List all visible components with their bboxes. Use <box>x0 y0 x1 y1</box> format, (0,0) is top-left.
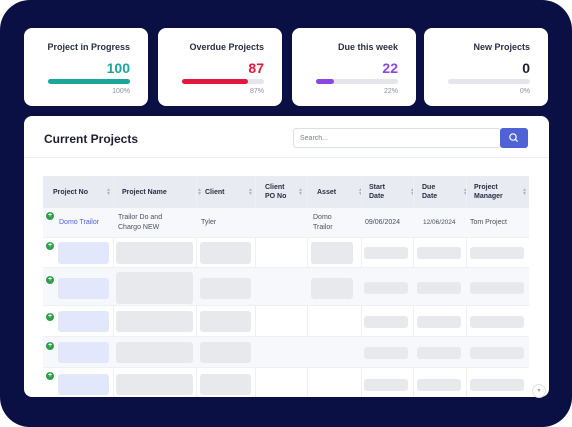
progress-fill <box>316 79 335 84</box>
plus-circle-icon[interactable]: + <box>46 372 54 380</box>
table-row[interactable]: + <box>43 368 529 397</box>
stat-card-in-progress[interactable]: Project in Progress 100 100% <box>24 28 148 106</box>
plus-circle-icon[interactable]: + <box>46 313 54 321</box>
header-project-name[interactable]: Project Name ▲ ▼ <box>122 187 202 197</box>
sort-arrows-icon: ▲▼ <box>298 187 303 197</box>
sort-arrows-icon: ▲▼ <box>248 187 253 197</box>
placeholder-cell <box>364 282 408 294</box>
header-start-date[interactable]: Start Date▲▼ <box>369 176 417 208</box>
header-project-no[interactable]: Project No ▲ ▼ <box>53 187 111 197</box>
placeholder-cell <box>116 272 193 304</box>
table-row[interactable]: + <box>43 306 529 337</box>
placeholder-cell <box>58 374 109 395</box>
stat-value: 87 <box>248 60 264 76</box>
plus-circle-icon[interactable]: + <box>46 212 54 220</box>
stat-card-overdue[interactable]: Overdue Projects 87 87% <box>158 28 282 106</box>
progress-track <box>182 79 264 84</box>
start-date-cell: 09/06/2024 <box>365 219 401 226</box>
placeholder-cell <box>200 242 251 264</box>
placeholder-cell <box>470 282 524 294</box>
header-client[interactable]: Client ▲ ▼ <box>205 187 253 197</box>
progress-track <box>316 79 398 84</box>
project-no-link[interactable]: Domo Trailor <box>59 219 100 226</box>
table-row[interactable]: + <box>43 337 529 368</box>
stat-title: New Projects <box>473 42 530 52</box>
sort-arrows-icon: ▲▼ <box>463 188 468 197</box>
placeholder-cell <box>200 278 251 299</box>
stat-value: 100 <box>106 60 130 76</box>
placeholder-cell <box>116 374 193 395</box>
placeholder-cell <box>417 379 461 391</box>
chevron-down-icon[interactable]: ▾ <box>532 384 546 398</box>
stat-percent: 87% <box>249 88 264 95</box>
placeholder-cell <box>200 374 251 395</box>
stat-title: Due this week <box>337 42 398 52</box>
project-name-cell: Trailor Do and Chargo NEW <box>118 214 163 231</box>
placeholder-cell <box>116 311 193 332</box>
stat-percent: 22% <box>383 88 398 95</box>
stat-percent: 0% <box>519 88 530 95</box>
placeholder-cell <box>364 247 408 259</box>
client-cell: Tyler <box>201 219 217 226</box>
header-project-manager[interactable]: Project Manager ▲ ▼ <box>474 184 527 200</box>
plus-circle-icon[interactable]: + <box>46 342 54 350</box>
placeholder-cell <box>200 342 251 363</box>
due-date-cell: 12/06/2024 <box>423 219 456 226</box>
table-row[interactable]: + <box>43 238 529 268</box>
progress-track <box>48 79 130 84</box>
plus-circle-icon[interactable]: + <box>46 242 54 250</box>
sort-arrows-icon: ▲▼ <box>410 188 415 197</box>
sort-arrows-icon: ▲▼ <box>106 187 111 197</box>
placeholder-cell <box>58 342 109 363</box>
placeholder-cell <box>58 311 109 332</box>
sort-arrows-icon: ▲▼ <box>522 187 527 197</box>
sort-arrows-icon: ▲▼ <box>358 188 363 197</box>
stat-title: Project in Progress <box>47 42 130 52</box>
progress-fill <box>182 79 249 84</box>
header-client-po[interactable]: Client PO No ▲ ▼ <box>265 184 303 200</box>
stat-percent: 100% <box>112 88 130 95</box>
current-projects-panel: Current Projects Project No▲▼ Project Na… <box>24 116 549 397</box>
search-input[interactable] <box>293 128 501 148</box>
progress-fill <box>48 79 130 84</box>
placeholder-cell <box>200 311 251 332</box>
asset-cell: Domo Trailor <box>313 214 333 231</box>
table-header: Project No ▲ ▼ Project Name ▲ ▼ Client ▲ ▼ Cli… <box>43 176 529 208</box>
placeholder-cell <box>58 278 109 299</box>
placeholder-cell <box>417 247 461 259</box>
placeholder-cell <box>470 247 524 259</box>
placeholder-cell <box>470 316 524 328</box>
placeholder-cell <box>311 242 353 264</box>
plus-circle-icon[interactable]: + <box>46 276 54 284</box>
stat-value: 0 <box>522 60 530 76</box>
search-icon <box>509 133 519 143</box>
table-row[interactable]: + Domo Trailor Trailor Do and Chargo NEW… <box>43 208 529 238</box>
placeholder-cell <box>470 379 524 391</box>
panel-title: Current Projects <box>44 132 139 146</box>
stat-card-due-week[interactable]: Due this week 22 22% <box>292 28 416 106</box>
header-due-date[interactable]: Due Date▲▼ <box>422 176 470 208</box>
placeholder-cell <box>470 347 524 359</box>
placeholder-cell <box>58 242 109 264</box>
manager-cell: Tom Project <box>470 219 507 226</box>
header-asset[interactable]: Asset▲▼ <box>317 176 365 208</box>
divider <box>24 157 549 158</box>
placeholder-cell <box>417 316 461 328</box>
placeholder-cell <box>417 282 461 294</box>
placeholder-cell <box>364 347 408 359</box>
table-row[interactable]: + <box>43 268 529 306</box>
placeholder-cell <box>417 347 461 359</box>
placeholder-cell <box>311 278 353 299</box>
stat-value: 22 <box>382 60 398 76</box>
search-button[interactable] <box>500 128 528 148</box>
placeholder-cell <box>364 316 408 328</box>
sort-arrows-icon: ▲▼ <box>197 187 202 197</box>
stat-title: Overdue Projects <box>189 42 264 52</box>
stat-card-new[interactable]: New Projects 0 0% <box>424 28 548 106</box>
placeholder-cell <box>116 242 193 264</box>
placeholder-cell <box>364 379 408 391</box>
progress-track <box>448 79 530 84</box>
placeholder-cell <box>116 342 193 363</box>
